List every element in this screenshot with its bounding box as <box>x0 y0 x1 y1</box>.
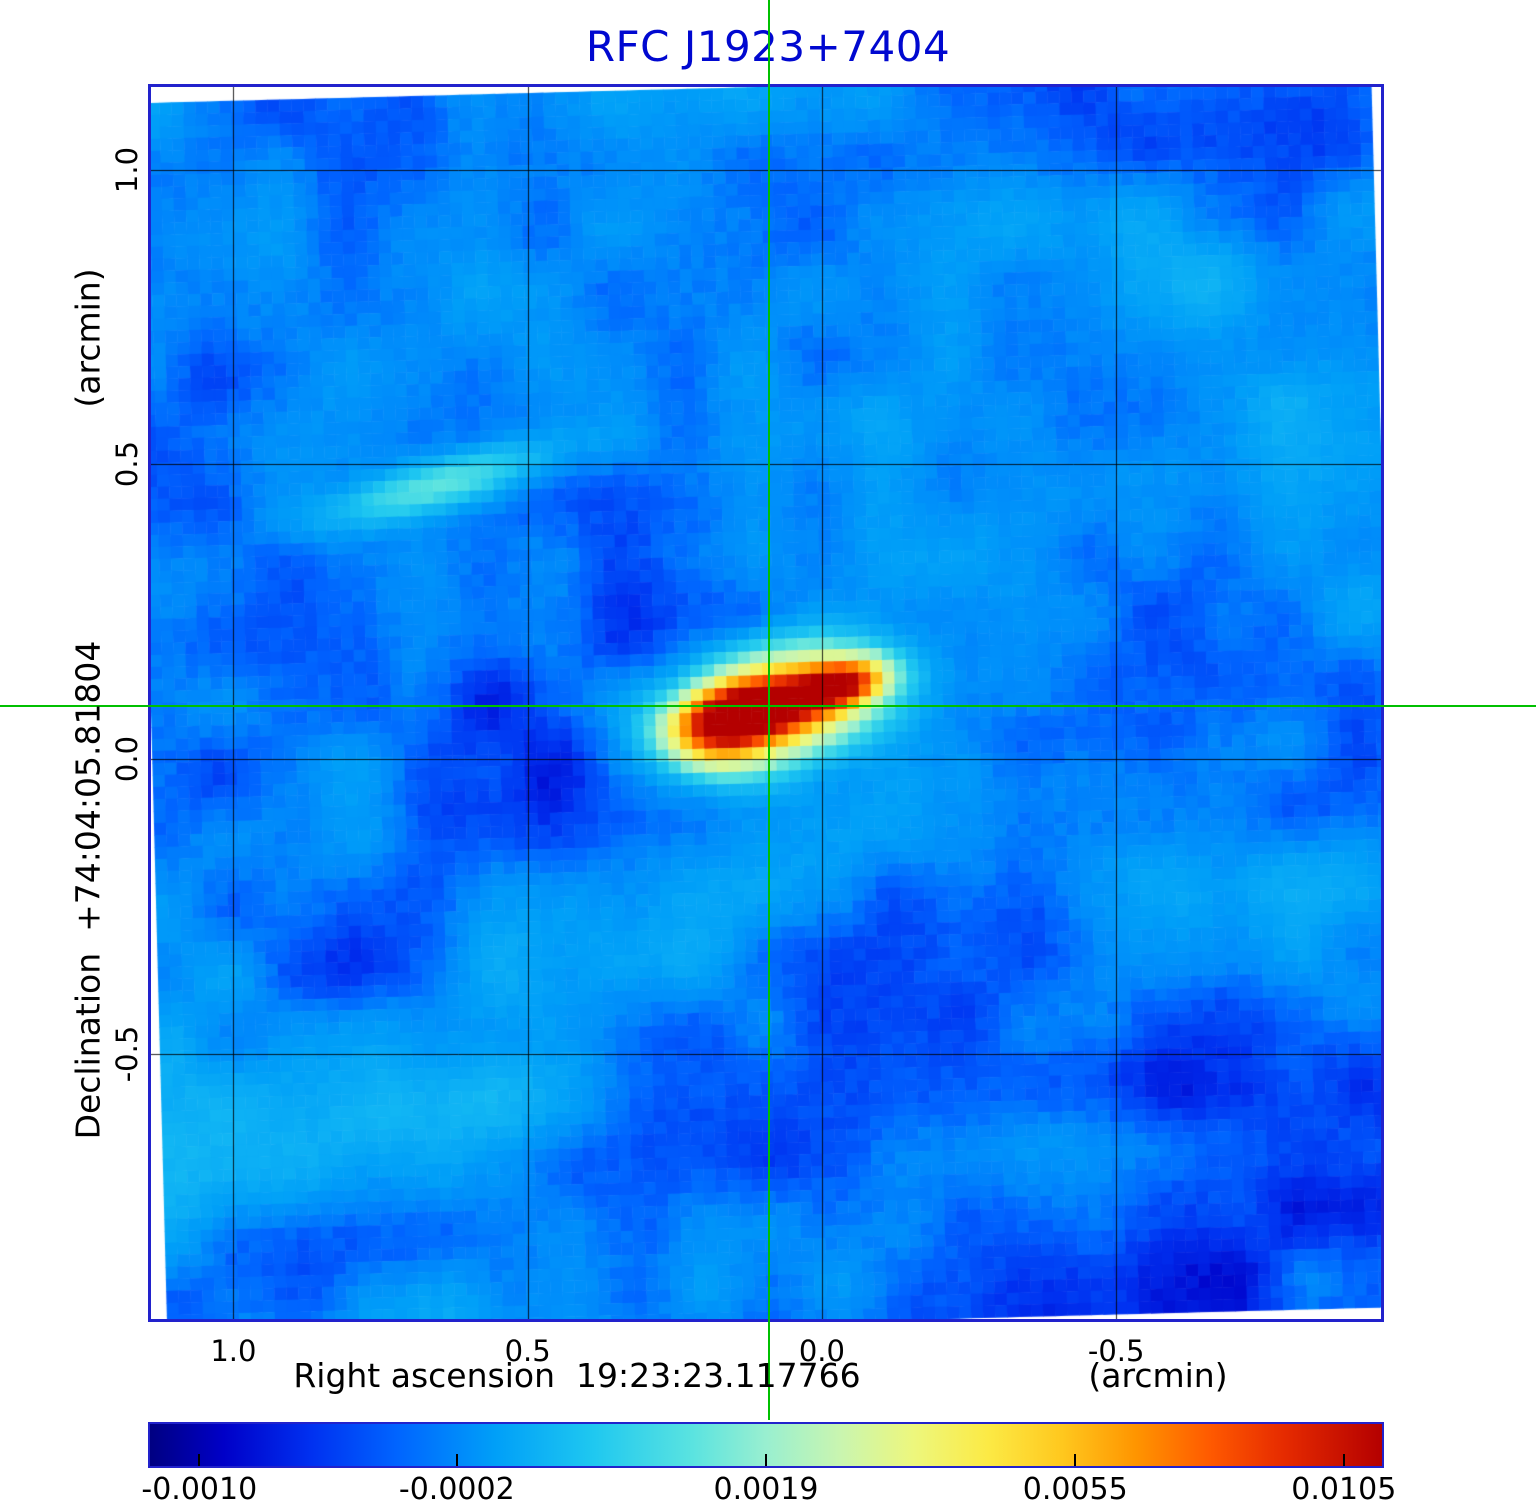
colorbar-tick-label: 0.0019 <box>713 1472 819 1507</box>
crosshair-vertical-line <box>767 0 770 1420</box>
y-tick-label: 1.0 <box>110 146 144 193</box>
x-tick-label: 0.5 <box>504 1334 551 1368</box>
x-tick-label: 0.0 <box>798 1334 845 1368</box>
sky-map-frame <box>148 84 1384 1322</box>
x-axis-label: Right ascension 19:23:23.117766 <box>293 1356 861 1395</box>
x-tick-label: -0.5 <box>1087 1334 1145 1368</box>
y-tick-label: 0.5 <box>110 441 144 488</box>
colorbar-tick-mark <box>1342 1454 1345 1466</box>
y-tick-label: 0.0 <box>110 735 144 783</box>
y-axis-label: Declination +74:04:05.81804 <box>68 640 108 1140</box>
crosshair-horizontal-line <box>0 704 1536 707</box>
colorbar-tick-label: -0.0002 <box>398 1472 515 1507</box>
colorbar-tick-label: 0.0055 <box>1022 1472 1128 1507</box>
colorbar-tick-mark <box>455 1454 458 1466</box>
colorbar-tick-mark <box>198 1454 201 1466</box>
sky-map-heatmap <box>151 87 1381 1319</box>
x-tick-label: 1.0 <box>210 1334 257 1368</box>
y-axis-unit-label: (arcmin) <box>68 268 108 408</box>
colorbar-tick-label: 0.0105 <box>1291 1472 1397 1507</box>
colorbar-tick-mark <box>765 1454 767 1466</box>
colorbar-tick-label: -0.0010 <box>141 1472 258 1507</box>
figure-title: RFC J1923+7404 <box>585 22 951 71</box>
x-axis-unit-label: (arcmin) <box>1088 1356 1228 1395</box>
y-tick-label: -0.5 <box>110 1025 144 1083</box>
colorbar-tick-mark <box>1074 1454 1077 1466</box>
